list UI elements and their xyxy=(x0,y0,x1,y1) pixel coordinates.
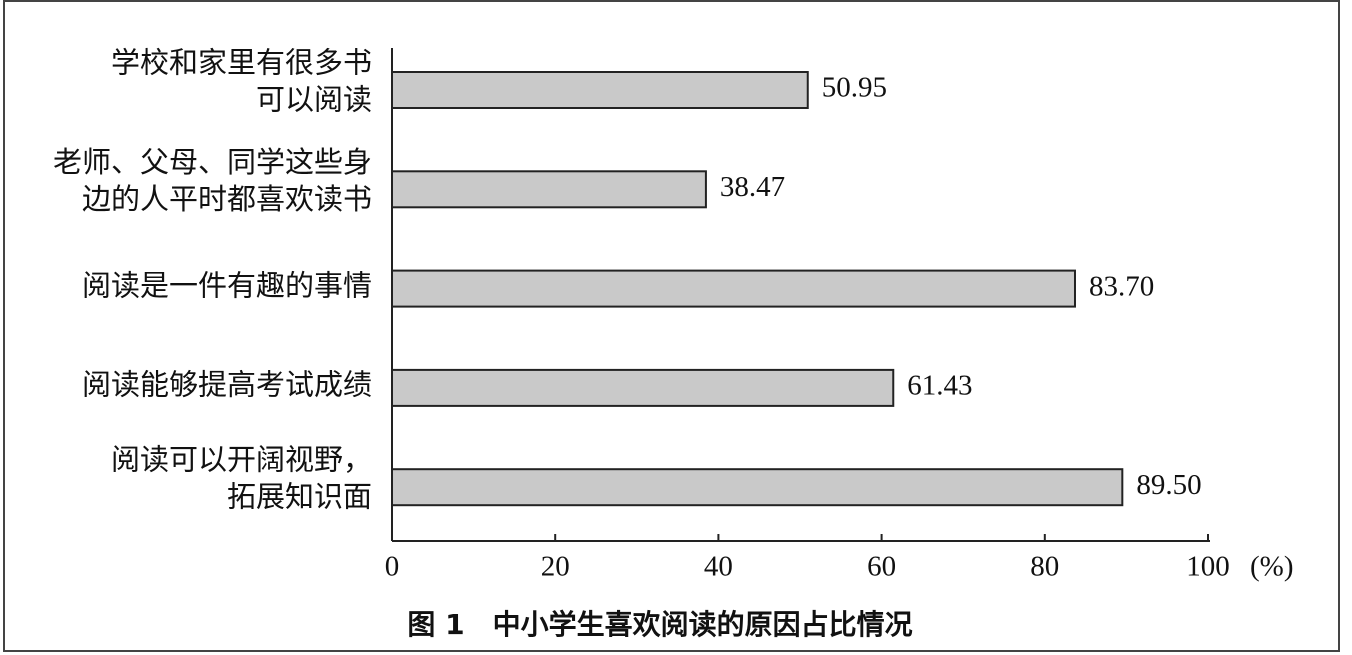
x-tick-label: 40 xyxy=(704,551,733,583)
y-tick-label: 阅读能够提高考试成绩 xyxy=(82,369,372,402)
y-tick-label: 学校和家里有很多书可以阅读 xyxy=(111,46,372,116)
bar xyxy=(391,170,707,209)
x-tick-label: 60 xyxy=(867,551,896,583)
x-tick-label: 100 xyxy=(1186,551,1230,583)
value-label: 61.43 xyxy=(907,370,972,402)
bar xyxy=(391,71,809,109)
x-tick-label: 80 xyxy=(1030,551,1059,583)
value-label: 38.47 xyxy=(720,171,785,203)
bar xyxy=(391,269,1076,308)
y-tick-label: 阅读是一件有趣的事情 xyxy=(82,269,372,302)
frame xyxy=(3,0,1340,652)
bar xyxy=(391,468,1124,507)
value-label: 50.95 xyxy=(822,72,887,104)
y-tick-label: 阅读可以开阔视野，拓展知识面 xyxy=(111,443,372,513)
y-tick-label: 老师、父母、同学这些身边的人平时都喜欢读书 xyxy=(53,145,372,215)
bar xyxy=(391,368,895,407)
chart-title: 图 1 中小学生喜欢阅读的原因占比情况 xyxy=(407,608,912,641)
value-label: 89.50 xyxy=(1136,469,1201,501)
x-axis-unit: (%) xyxy=(1250,551,1293,583)
value-label: 83.70 xyxy=(1089,270,1154,302)
x-tick-label: 0 xyxy=(385,551,400,583)
x-tick-label: 20 xyxy=(541,551,570,583)
